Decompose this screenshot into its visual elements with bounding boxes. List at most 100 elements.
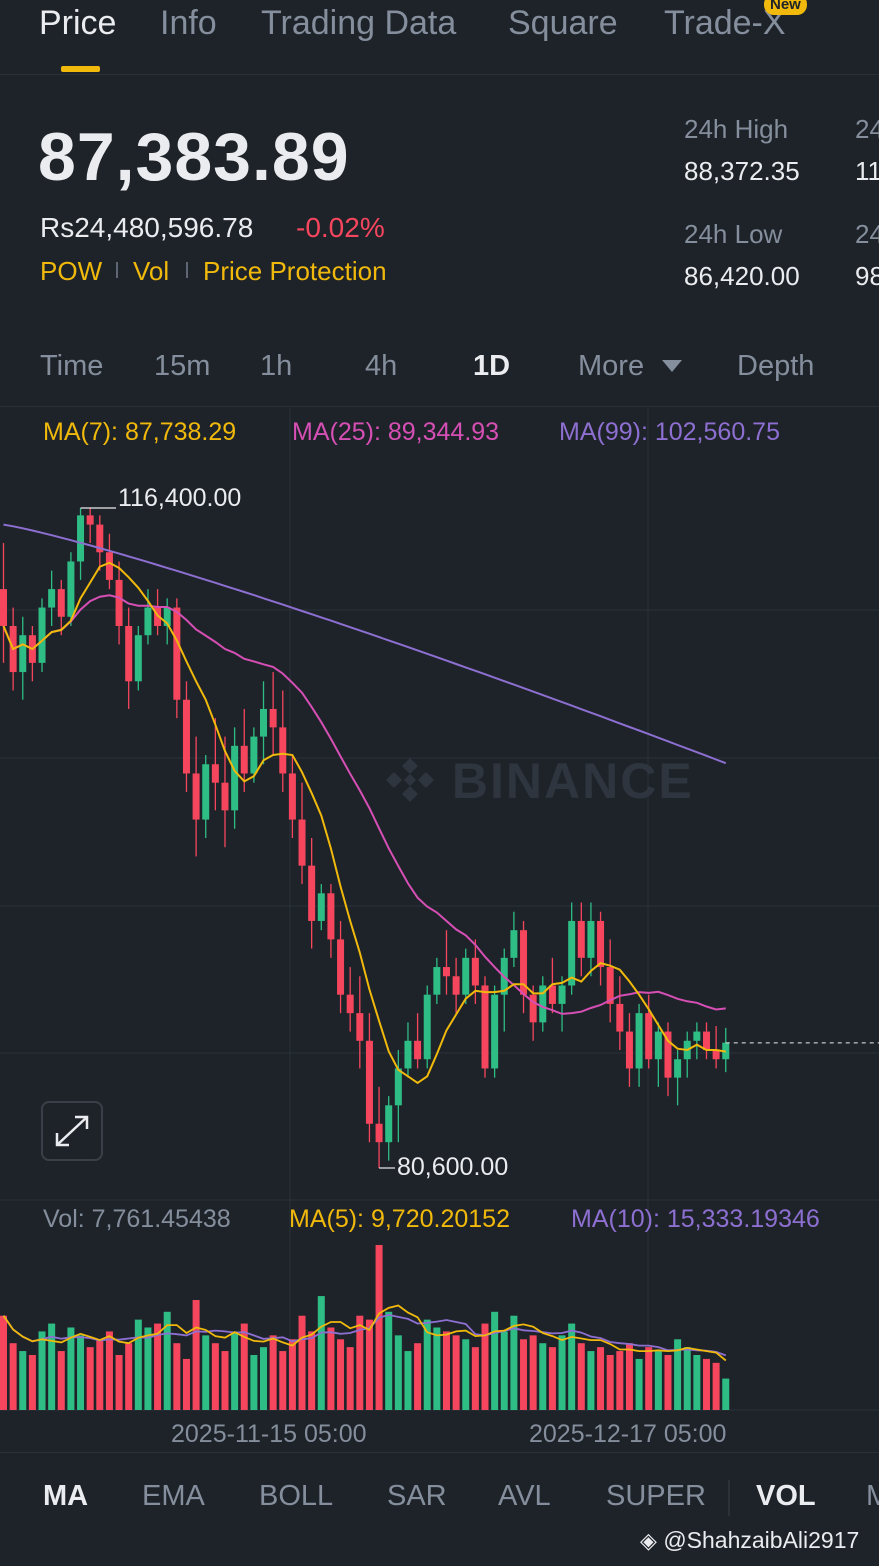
candle-body [539, 985, 547, 1023]
binance-logo-icon [386, 758, 434, 802]
volume-bar [67, 1327, 75, 1410]
tag-separator [186, 262, 188, 278]
volume-bar [394, 1335, 402, 1410]
candle-body [702, 1031, 710, 1051]
interval-time[interactable]: Time [40, 350, 104, 382]
volume-bar [375, 1245, 383, 1410]
volume-bar [568, 1323, 576, 1410]
interval-more[interactable]: More [578, 350, 645, 382]
candle-body [635, 1013, 643, 1069]
candle-body [471, 957, 479, 986]
candle-body [269, 708, 277, 728]
candle-body [202, 764, 210, 820]
ma99-line [3, 523, 727, 765]
volume-bar [240, 1323, 248, 1410]
interval-4h[interactable]: 4h [365, 350, 398, 382]
divider [0, 406, 879, 407]
candle-body [548, 985, 556, 1004]
candle-body [96, 524, 104, 553]
tag-vol[interactable]: Vol [133, 256, 170, 286]
candle-body [394, 1068, 402, 1106]
candle-body [57, 589, 65, 617]
volume-bar [163, 1311, 171, 1410]
new-badge: New [764, 0, 807, 15]
candle-body [192, 773, 200, 820]
price-change-percent: -0.02% [296, 212, 385, 243]
indicator-ma[interactable]: MA [43, 1480, 89, 1512]
caret-down-icon[interactable] [662, 360, 682, 374]
stat-col2-label-top: 24 [855, 114, 879, 144]
volume-bar [250, 1355, 258, 1410]
high-label: 24h High [684, 114, 789, 144]
indicator-ema[interactable]: EMA [142, 1480, 205, 1512]
candle-body [163, 607, 171, 626]
indicator-avl[interactable]: AVL [498, 1480, 551, 1512]
volume-bar [539, 1343, 547, 1410]
volume-bar [105, 1331, 113, 1410]
volume-bar [269, 1335, 277, 1410]
vol-ma10-line [2, 1313, 727, 1357]
interval-depth[interactable]: Depth [737, 350, 815, 382]
volume-bar [134, 1319, 142, 1410]
interval-1h[interactable]: 1h [260, 350, 293, 382]
ma25-legend: MA(25): 89,344.93 [292, 418, 500, 446]
volume-bar [346, 1347, 354, 1410]
tag-pow[interactable]: POW [40, 256, 103, 286]
candle-body [693, 1031, 701, 1041]
binance-watermark: BINANCE [384, 752, 694, 810]
volume-bar [452, 1335, 460, 1410]
volume-bar [635, 1358, 643, 1410]
tab-info[interactable]: Info [160, 4, 217, 42]
indicator-super[interactable]: SUPER [606, 1480, 706, 1512]
candle-body [616, 1003, 624, 1032]
candle-body [654, 1031, 662, 1060]
candle-body [385, 1105, 393, 1143]
indicator-boll[interactable]: BOLL [259, 1480, 334, 1512]
high-value: 88,372.35 [684, 156, 800, 186]
candle-body [577, 920, 585, 958]
volume-bar [625, 1343, 633, 1410]
tag-price-protection[interactable]: Price Protection [203, 256, 387, 286]
volume-bar [529, 1335, 537, 1410]
volume-bar [548, 1347, 556, 1410]
candle-body [520, 930, 528, 995]
chart-grid [0, 408, 879, 1411]
volume-bar [664, 1355, 672, 1410]
volume-bar [298, 1315, 306, 1410]
volume-bar [337, 1339, 345, 1410]
stat-col2-value-bottom: 98 [855, 261, 879, 291]
volume-bar [423, 1319, 431, 1410]
indicator-vol[interactable]: VOL [756, 1480, 816, 1512]
candle-body [404, 1040, 412, 1069]
fullscreen-button[interactable] [41, 1101, 103, 1161]
tab-square[interactable]: Square [508, 4, 618, 42]
candlestick-chart[interactable] [0, 408, 879, 1418]
watermark-text: BINANCE [451, 753, 694, 809]
ma7-legend: MA(7): 87,738.29 [43, 418, 237, 446]
indicator-more[interactable]: M [866, 1480, 879, 1512]
volume-bar [125, 1343, 133, 1410]
volume-bar [433, 1327, 441, 1410]
candle-body [442, 967, 450, 977]
volume-bar [597, 1347, 605, 1410]
ma7-line [2, 561, 726, 1085]
indicator-sar[interactable]: SAR [387, 1480, 447, 1512]
low-label: 24h Low [684, 219, 783, 249]
tab-price[interactable]: Price [39, 4, 117, 42]
x-axis-label: 2025-12-17 05:00 [529, 1420, 727, 1448]
candle-body [77, 515, 85, 562]
ma99-legend: MA(99): 102,560.75 [559, 418, 780, 446]
stat-col2-value-top: 11 [855, 156, 879, 186]
volume-bar [414, 1343, 422, 1410]
volume-bar [260, 1347, 268, 1410]
interval-1d[interactable]: 1D [473, 350, 511, 382]
fiat-price: Rs24,480,596.78 [40, 212, 254, 243]
vol-ma10-legend: MA(10): 15,333.19346 [571, 1205, 820, 1233]
candle-body [529, 994, 537, 1023]
candle-body [250, 736, 258, 774]
interval-15m[interactable]: 15m [154, 350, 211, 382]
tab-trading-data[interactable]: Trading Data [261, 4, 457, 42]
binance-small-icon: ◈ [640, 1528, 657, 1553]
volume-bar [616, 1351, 624, 1410]
volume-bar [211, 1343, 219, 1410]
